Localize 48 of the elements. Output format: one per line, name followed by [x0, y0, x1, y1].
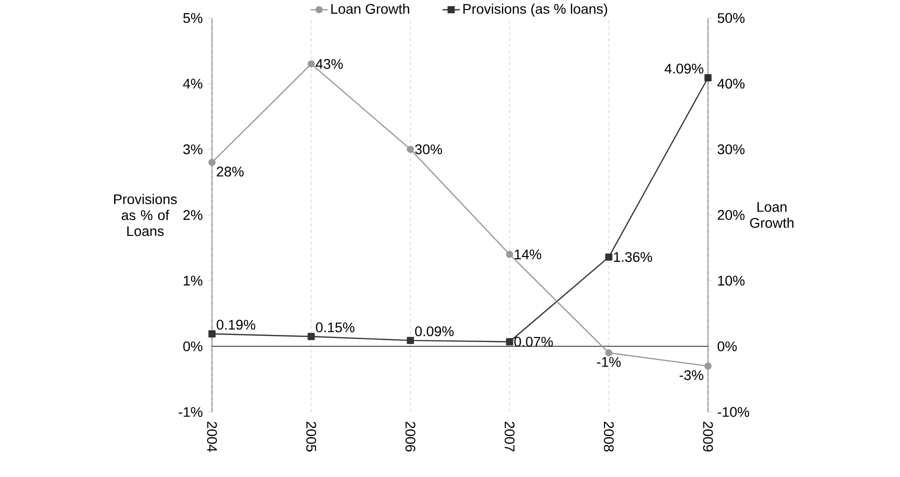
point	[406, 146, 414, 153]
point	[308, 332, 315, 340]
y-tick-label: -1%	[178, 407, 202, 417]
y-axis-title: Provisions as % of Loans	[114, 194, 177, 236]
x-tick-label: 2005	[306, 422, 316, 452]
y2-tick-label: 20%	[718, 210, 745, 220]
x-tick-label: 2009	[703, 422, 713, 452]
x-tick-label: 2007	[504, 422, 515, 452]
point	[704, 362, 712, 370]
point	[208, 158, 216, 166]
y2-tick-label: 30%	[718, 144, 745, 154]
y2-axis-title: Loan Growth	[750, 202, 794, 228]
y2-tick-label: 10%	[718, 276, 745, 286]
data-label: 0.19%	[216, 320, 256, 330]
point	[308, 60, 315, 68]
data-label: 30%	[415, 144, 442, 154]
data-label: 28%	[216, 166, 244, 177]
y-tick-label: 2%	[183, 210, 202, 220]
point	[208, 330, 216, 338]
y-tick-label: 3%	[183, 144, 202, 154]
data-label: 14%	[514, 250, 542, 260]
y-tick-label: 5%	[183, 13, 202, 23]
legend-label: Provisions (as % loans)	[463, 4, 608, 17]
y2-tick-label: -10%	[718, 407, 750, 417]
point	[506, 338, 514, 346]
y2-tick-label: 0%	[718, 341, 737, 352]
legend-label: Loan Growth	[331, 4, 410, 14]
x-tick-label: 2004	[207, 422, 217, 452]
x-tick-label: 2006	[405, 422, 416, 452]
x-tick-label: 2008	[604, 422, 614, 452]
data-label: -3%	[680, 370, 704, 380]
data-label: 1.36%	[614, 252, 652, 262]
y-tick-label: 4%	[183, 78, 202, 89]
data-label: -1%	[597, 357, 621, 367]
data-label: 0.09%	[415, 326, 454, 336]
data-label: 4.09%	[664, 64, 704, 74]
point	[506, 250, 514, 258]
y-tick-label: 0%	[183, 341, 202, 352]
y2-tick-label: 40%	[717, 78, 745, 89]
point	[406, 336, 414, 344]
point	[704, 74, 712, 82]
data-label: 0.15%	[316, 322, 354, 332]
data-label: 0.07%	[514, 336, 553, 347]
point	[605, 349, 612, 356]
data-label: 43%	[316, 59, 343, 69]
point	[605, 253, 612, 261]
y2-tick-label: 50%	[718, 13, 745, 23]
y-tick-label: 1%	[184, 276, 202, 286]
